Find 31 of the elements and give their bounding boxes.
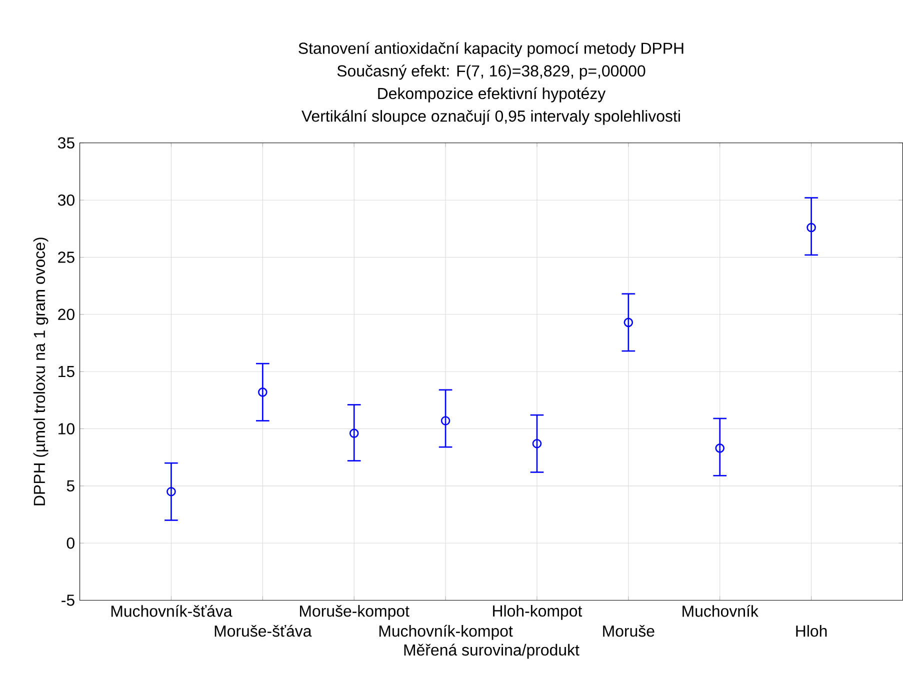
point [532, 438, 542, 448]
point [715, 444, 725, 453]
x-tick-label: Muchovník-kompot [379, 624, 513, 640]
y-tick-label: 25 [58, 252, 74, 263]
point [349, 428, 359, 438]
y-tick-label: 5 [66, 480, 74, 492]
point [258, 388, 268, 397]
x-tick-label: Hloh-kompot [493, 604, 582, 620]
x-tick-label: Moruše-kompot [300, 604, 410, 620]
y-tick-label: 35 [58, 137, 74, 149]
x-tick-label: Moruše-šťáva [214, 624, 312, 637]
y-tick-label: 30 [58, 194, 74, 206]
chart-title: Stanovení antioxidační kapacity pomocí metody DPPH [298, 42, 684, 58]
point [166, 486, 176, 496]
text: Dekompozice efektivní hypotézy [378, 87, 606, 102]
x-axis-title: Měřená surovina/produkt [404, 644, 580, 659]
y-tick-label: 15 [58, 366, 74, 378]
y-tick-label: 0 [66, 537, 74, 549]
point [624, 318, 634, 328]
point [440, 416, 450, 426]
x-tick-label: Hloh [796, 625, 827, 637]
y-axis-title: DPPH (µmol troloxu na 1 gram ovoce) [33, 238, 48, 506]
x-tick-label: Muchovník [682, 604, 758, 617]
chart-subtitle: Současný efekt: F(7, 16)=38,829, p=,00000 [337, 64, 646, 80]
point [806, 222, 816, 232]
x-tick-label: Moruše [603, 624, 654, 637]
y-tick-label: 10 [58, 423, 74, 434]
text: Vertikální sloupce označují 0,95 intervaly spolehlivosti [302, 110, 680, 125]
y-tick-label: 20 [58, 308, 74, 320]
x-tick-label: Muchovník-šťáva [111, 604, 232, 617]
y-tick-label: -5 [62, 594, 74, 606]
